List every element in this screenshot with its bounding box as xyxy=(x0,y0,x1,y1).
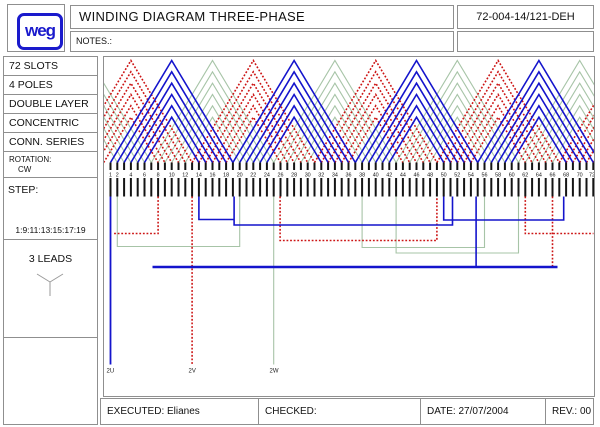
svg-text:32: 32 xyxy=(318,172,324,178)
svg-text:28: 28 xyxy=(291,172,297,178)
winding-diagram-svg: 1 2 4 6 8 10 12 14 16 18 20 22 24 26 28 30 32 34 36 38 40 42 4… xyxy=(104,58,594,375)
svg-text:50: 50 xyxy=(441,172,447,178)
svg-text:42: 42 xyxy=(386,172,392,178)
notes-label: NOTES.: xyxy=(70,31,454,52)
sidebar-item-leads: 3 LEADS xyxy=(3,239,98,338)
connections-phase-w xyxy=(116,196,520,365)
svg-text:18: 18 xyxy=(223,172,229,178)
svg-text:54: 54 xyxy=(468,172,474,178)
svg-text:20: 20 xyxy=(237,172,243,178)
step-label: STEP: xyxy=(8,184,39,196)
coil-groups-phase-u xyxy=(109,58,594,163)
lead-label-2v: 2V xyxy=(189,369,196,375)
svg-text:2: 2 xyxy=(116,172,119,178)
connections-phase-u xyxy=(109,196,565,365)
step-value: 1:9:11:13:15:17:19 xyxy=(15,225,86,235)
svg-text:48: 48 xyxy=(427,172,433,178)
svg-text:56: 56 xyxy=(482,172,488,178)
slot-bars xyxy=(109,162,594,197)
svg-text:16: 16 xyxy=(210,172,216,178)
sidebar-item-slots: 72 SLOTS xyxy=(3,56,98,76)
wye-connection-icon xyxy=(36,273,64,296)
svg-text:34: 34 xyxy=(332,172,338,178)
svg-text:4: 4 xyxy=(129,172,132,178)
svg-text:38: 38 xyxy=(359,172,365,178)
svg-text:68: 68 xyxy=(563,172,569,178)
diagram-frame: 1 2 4 6 8 10 12 14 16 18 20 22 24 26 28 30 32 34 36 38 40 42 4… xyxy=(103,56,595,397)
svg-text:64: 64 xyxy=(536,172,542,178)
svg-text:72: 72 xyxy=(589,172,594,178)
svg-text:40: 40 xyxy=(373,172,379,178)
svg-text:1: 1 xyxy=(109,172,112,178)
svg-text:44: 44 xyxy=(400,172,406,178)
sidebar-item-rotation: ROTATION: CW xyxy=(3,151,98,178)
sidebar-item-step: STEP: 1:9:11:13:15:17:19 xyxy=(3,177,98,240)
svg-text:52: 52 xyxy=(454,172,460,178)
footer-executed: EXECUTED: Elianes xyxy=(100,398,259,425)
document-number: 72-004-14/121-DEH xyxy=(457,5,594,29)
lead-label-2w: 2W xyxy=(270,369,279,375)
svg-text:60: 60 xyxy=(509,172,515,178)
sidebar-item-connection: CONN. SERIES xyxy=(3,132,98,152)
svg-text:14: 14 xyxy=(196,172,202,178)
lead-label-2u: 2U xyxy=(107,369,115,375)
svg-text:62: 62 xyxy=(522,172,528,178)
footer-revision: REV.: 00 xyxy=(545,398,594,425)
svg-text:70: 70 xyxy=(577,172,583,178)
svg-text:24: 24 xyxy=(264,172,270,178)
rotation-label: ROTATION: xyxy=(9,155,52,164)
slot-numbers: 1 2 4 6 8 10 12 14 16 18 20 22 24 26 28 30 32 34 36 38 40 42 4… xyxy=(109,172,594,178)
rotation-value: CW xyxy=(18,165,32,174)
footer-checked: CHECKED: xyxy=(258,398,421,425)
svg-text:22: 22 xyxy=(250,172,256,178)
footer-date: DATE: 27/07/2004 xyxy=(420,398,546,425)
svg-text:58: 58 xyxy=(495,172,501,178)
svg-text:10: 10 xyxy=(169,172,175,178)
svg-text:36: 36 xyxy=(346,172,352,178)
sidebar-item-poles: 4 POLES xyxy=(3,75,98,95)
svg-text:8: 8 xyxy=(157,172,160,178)
connections-phase-v xyxy=(112,196,594,365)
sidebar-empty-box xyxy=(3,337,98,425)
page-title: WINDING DIAGRAM THREE-PHASE xyxy=(70,5,454,29)
svg-text:26: 26 xyxy=(278,172,284,178)
logo-box: weg xyxy=(7,4,65,52)
svg-text:30: 30 xyxy=(305,172,311,178)
lead-labels: 2U 2V 2W xyxy=(107,369,279,375)
notes-empty-box xyxy=(457,31,594,52)
svg-text:46: 46 xyxy=(414,172,420,178)
svg-text:66: 66 xyxy=(550,172,556,178)
sidebar-item-winding-type: CONCENTRIC xyxy=(3,113,98,133)
sidebar-item-layer: DOUBLE LAYER xyxy=(3,94,98,114)
svg-text:6: 6 xyxy=(143,172,146,178)
leads-label: 3 LEADS xyxy=(28,253,73,265)
svg-text:12: 12 xyxy=(182,172,188,178)
weg-logo: weg xyxy=(17,13,63,50)
